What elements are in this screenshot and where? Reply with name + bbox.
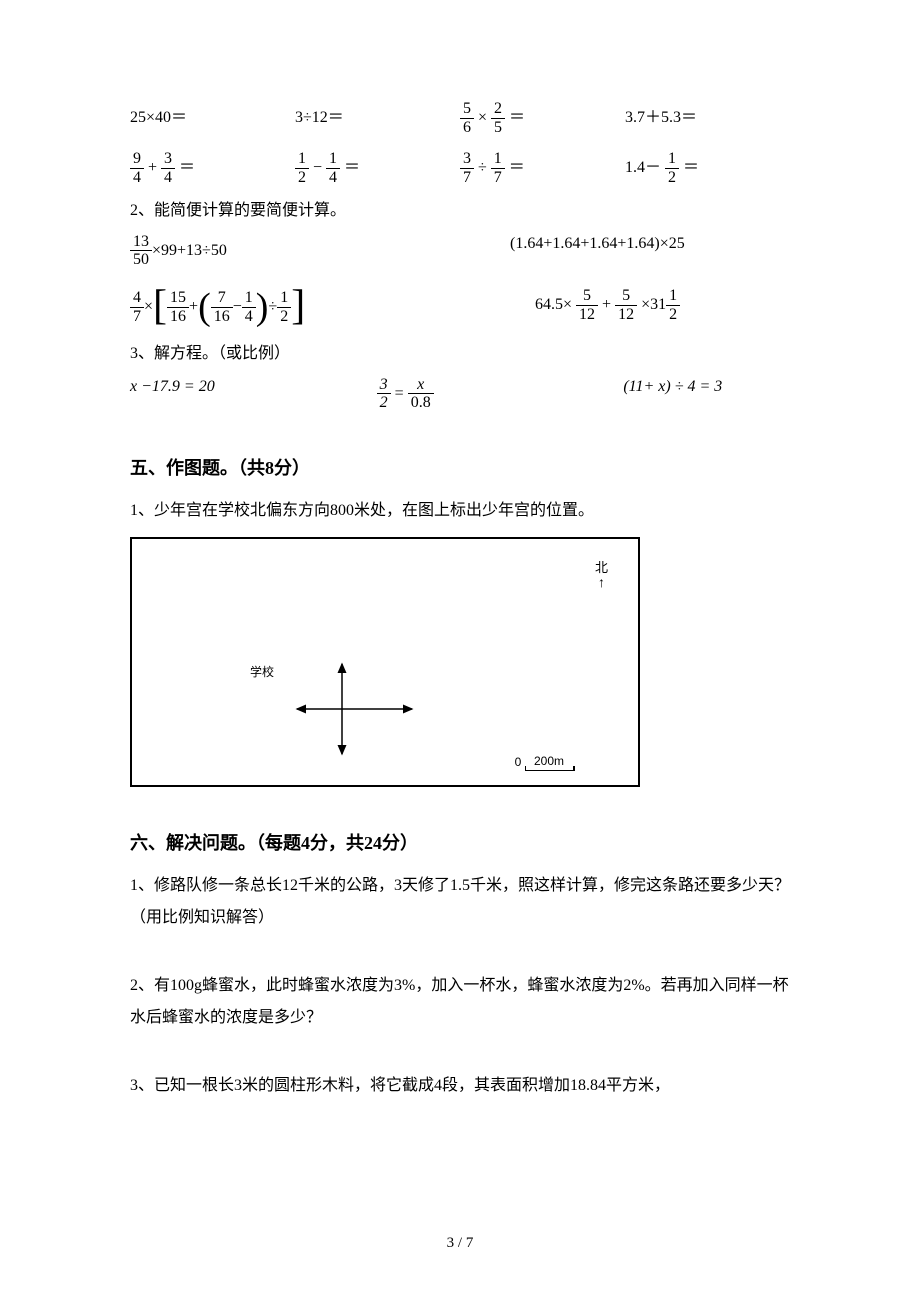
page-number: 3 / 7 xyxy=(0,1235,920,1252)
q2-r1-left: 1350×99+13÷50 xyxy=(130,233,410,269)
scale-bar: 0 200m xyxy=(515,754,608,771)
q2-r2-right: 64.5× 512 + 512 ×3112 xyxy=(385,287,790,325)
section-5-title: 五、作图题。（共8分） xyxy=(130,456,790,481)
s6-q3: 3、已知一根长3米的圆柱形木料，将它截成4段，其表面积增加18.84平方米， xyxy=(130,1070,790,1102)
calc-r1-c3: 56 × 25 ＝ xyxy=(460,100,625,136)
calc-r1-c4: 3.7＋5.3＝ xyxy=(625,107,790,129)
diagram-box: 北 ↑ 学校 0 200m xyxy=(130,537,640,787)
q2-row2: 47 × [ 1516 + ( 716 − 14 ) ÷ 12 ] 64.5× … xyxy=(130,287,790,325)
calc-r1-c1: 25×40＝ xyxy=(130,107,295,129)
calc-r1-c2: 3÷12＝ xyxy=(295,107,460,129)
q3-title: 3、解方程。（或比例） xyxy=(130,343,790,365)
cross-axes-icon xyxy=(292,659,422,759)
compass-north: 北 ↑ xyxy=(595,559,608,591)
calc-r2-c1: 94 + 34 ＝ xyxy=(130,150,295,186)
q2-r2-left: 47 × [ 1516 + ( 716 − 14 ) ÷ 12 ] xyxy=(130,287,385,325)
s6-q1: 1、修路队修一条总长12千米的公路，3天修了1.5千米，照这样计算，修完这条路还… xyxy=(130,870,790,934)
s6-q2: 2、有100g蜂蜜水，此时蜂蜜水浓度为3%，加入一杯水，蜂蜜水浓度为2%。若再加… xyxy=(130,970,790,1034)
calc-r2-c3: 37 ÷ 17 ＝ xyxy=(460,150,625,186)
school-label: 学校 xyxy=(250,664,274,681)
calc-row-2: 94 + 34 ＝ 12 − 14 ＝ 37 ÷ 17 ＝ 1.4－ 12 ＝ xyxy=(130,150,790,186)
q3-equations: x −17.9 = 20 32 = x0.8 (11+ x) ÷ 4 = 3 xyxy=(130,376,790,412)
q2-r1-right: (1.64+1.64+1.64+1.64)×25 xyxy=(410,233,790,269)
calc-r2-c2: 12 − 14 ＝ xyxy=(295,150,460,186)
q2-row1: 1350×99+13÷50 (1.64+1.64+1.64+1.64)×25 xyxy=(130,233,790,269)
calc-r2-c4: 1.4－ 12 ＝ xyxy=(625,150,790,186)
section-6-title: 六、解决问题。（每题4分，共24分） xyxy=(130,831,790,856)
calc-row-1: 25×40＝ 3÷12＝ 56 × 25 ＝ 3.7＋5.3＝ xyxy=(130,100,790,136)
q3-eq1: x −17.9 = 20 xyxy=(130,376,297,412)
q2-title: 2、能简便计算的要简便计算。 xyxy=(130,200,790,222)
q3-eq2: 32 = x0.8 xyxy=(297,376,544,412)
s5-q1: 1、少年宫在学校北偏东方向800米处，在图上标出少年宫的位置。 xyxy=(130,495,790,527)
q3-eq3: (11+ x) ÷ 4 = 3 xyxy=(543,376,790,412)
north-arrow-icon: ↑ xyxy=(595,577,608,591)
